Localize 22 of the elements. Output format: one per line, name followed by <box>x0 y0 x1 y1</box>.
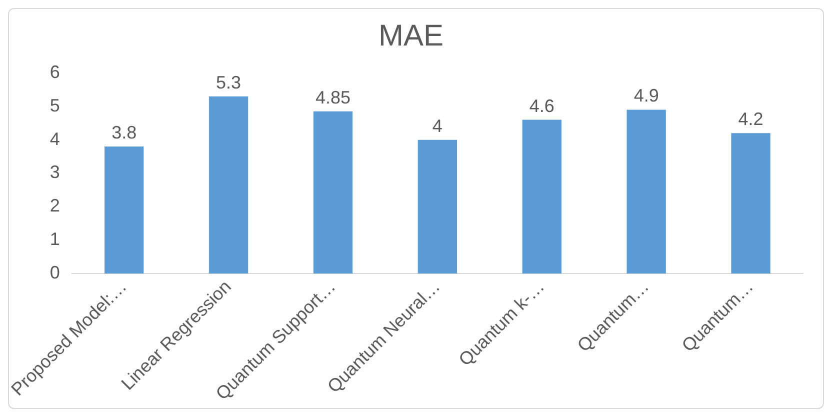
data-label: 3.8 <box>112 122 137 142</box>
y-tick-label: 3 <box>50 162 60 182</box>
y-tick-label: 2 <box>50 196 60 216</box>
y-tick-label: 6 <box>50 62 60 82</box>
bar <box>313 111 353 274</box>
data-label: 4.9 <box>634 86 659 106</box>
chart-title: MAE <box>378 19 444 52</box>
bar <box>731 133 770 274</box>
bar <box>104 146 144 274</box>
data-label: 4.2 <box>738 109 764 130</box>
data-label: 4.6 <box>529 96 554 116</box>
data-label: 4.85 <box>315 87 351 108</box>
y-tick-label: 1 <box>50 229 60 250</box>
y-tick-label: 0 <box>50 262 60 282</box>
data-label: 4 <box>432 116 442 136</box>
data-label: 5.3 <box>216 72 242 92</box>
y-tick-label: 5 <box>50 95 60 116</box>
bar <box>208 96 248 274</box>
bar <box>626 110 666 274</box>
bar <box>522 120 562 274</box>
bar <box>418 140 458 274</box>
y-tick-label: 4 <box>50 128 60 149</box>
